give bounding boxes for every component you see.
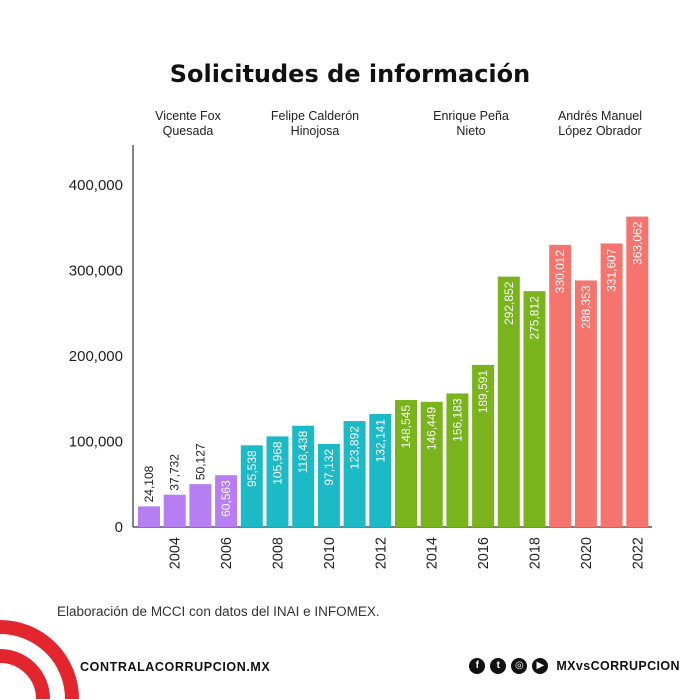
data-label: 288,353 xyxy=(579,285,593,329)
period-label-line: Vicente Fox xyxy=(155,109,221,123)
x-tick-label: 2020 xyxy=(579,537,595,569)
x-tick-label: 2006 xyxy=(219,537,235,569)
x-tick-label: 2016 xyxy=(476,537,492,569)
site-link[interactable]: CONTRALACORRUPCION.MX xyxy=(80,660,271,674)
period-label-pena: Enrique Peña Nieto xyxy=(422,109,520,139)
source-note: Elaboración de MCCI con datos del INAI e… xyxy=(57,604,380,619)
bar xyxy=(497,276,520,527)
data-label: 331,607 xyxy=(605,248,619,292)
instagram-icon[interactable]: ◎ xyxy=(511,658,528,674)
data-label: 275,812 xyxy=(528,296,542,340)
data-label: 24,108 xyxy=(142,465,156,502)
period-label-line: Andrés Manuel xyxy=(557,109,643,123)
data-label: 132,141 xyxy=(373,419,387,463)
x-tick-label: 2018 xyxy=(528,537,544,569)
data-label: 97,132 xyxy=(322,449,336,486)
bar xyxy=(395,399,417,527)
y-tick-label: 100,000 xyxy=(69,434,123,451)
period-label-line: López Obrador xyxy=(558,124,642,138)
x-tick-label: 2014 xyxy=(425,537,441,569)
bar xyxy=(240,445,263,527)
bar xyxy=(138,506,160,527)
bar xyxy=(574,280,597,527)
bar xyxy=(215,475,238,527)
bar xyxy=(446,393,469,527)
bar xyxy=(523,291,546,527)
data-label: 50,127 xyxy=(193,443,207,480)
bar xyxy=(163,494,186,527)
period-label-line: Quesada xyxy=(162,124,214,138)
y-tick-label: 0 xyxy=(115,519,123,536)
bar xyxy=(549,244,572,528)
bar xyxy=(369,414,392,527)
y-tick-label: 300,000 xyxy=(69,263,123,280)
period-label-line: Hinojosa xyxy=(290,124,340,138)
data-label: 118,438 xyxy=(296,430,310,473)
data-label: 105,968 xyxy=(271,441,285,485)
data-label: 363,062 xyxy=(630,221,644,265)
x-tick-label: 2004 xyxy=(168,537,184,569)
data-label: 148,545 xyxy=(399,405,413,449)
facebook-icon[interactable]: f xyxy=(469,658,486,674)
x-tick-label: 2022 xyxy=(630,537,646,569)
period-label-line: Nieto xyxy=(456,124,486,138)
x-tick-label: 2012 xyxy=(373,537,389,569)
bar xyxy=(472,364,495,527)
y-tick-label: 200,000 xyxy=(69,348,123,365)
data-label: 37,732 xyxy=(168,454,182,491)
data-label: 123,892 xyxy=(348,426,362,470)
bar xyxy=(266,436,289,527)
chart-title: Solicitudes de información xyxy=(169,60,531,88)
data-label: 146,449 xyxy=(425,406,439,450)
period-label-line: Felipe Calderón xyxy=(270,109,360,123)
social-handle[interactable]: MXvsCORRUPCION xyxy=(556,659,680,673)
x-tick-label: 2008 xyxy=(271,537,287,569)
youtube-icon[interactable]: ▶ xyxy=(532,658,549,674)
bar xyxy=(189,484,212,527)
period-label-amlo: Andrés Manuel López Obrador xyxy=(545,109,655,139)
twitter-icon[interactable]: t xyxy=(490,658,507,674)
bar xyxy=(420,401,443,527)
period-label-calderon: Felipe Calderón Hinojosa xyxy=(255,109,375,139)
bar xyxy=(317,443,340,527)
bar xyxy=(292,425,315,527)
data-label: 292,852 xyxy=(502,281,516,325)
bar xyxy=(600,243,623,527)
period-label-fox: Vicente Fox Quesada xyxy=(142,109,234,139)
data-label: 95,538 xyxy=(245,450,259,487)
bar xyxy=(626,216,649,528)
data-label: 189,591 xyxy=(476,370,490,414)
y-tick-label: 400,000 xyxy=(69,177,123,194)
data-label: 60,563 xyxy=(219,480,233,517)
bar xyxy=(343,421,366,527)
data-label: 156,183 xyxy=(450,398,464,442)
x-tick-label: 2010 xyxy=(322,537,338,569)
social-bar: f t ◎ ▶ MXvsCORRUPCION xyxy=(469,658,680,674)
data-label: 330,012 xyxy=(553,250,567,294)
period-label-line: Enrique Peña xyxy=(433,109,509,123)
